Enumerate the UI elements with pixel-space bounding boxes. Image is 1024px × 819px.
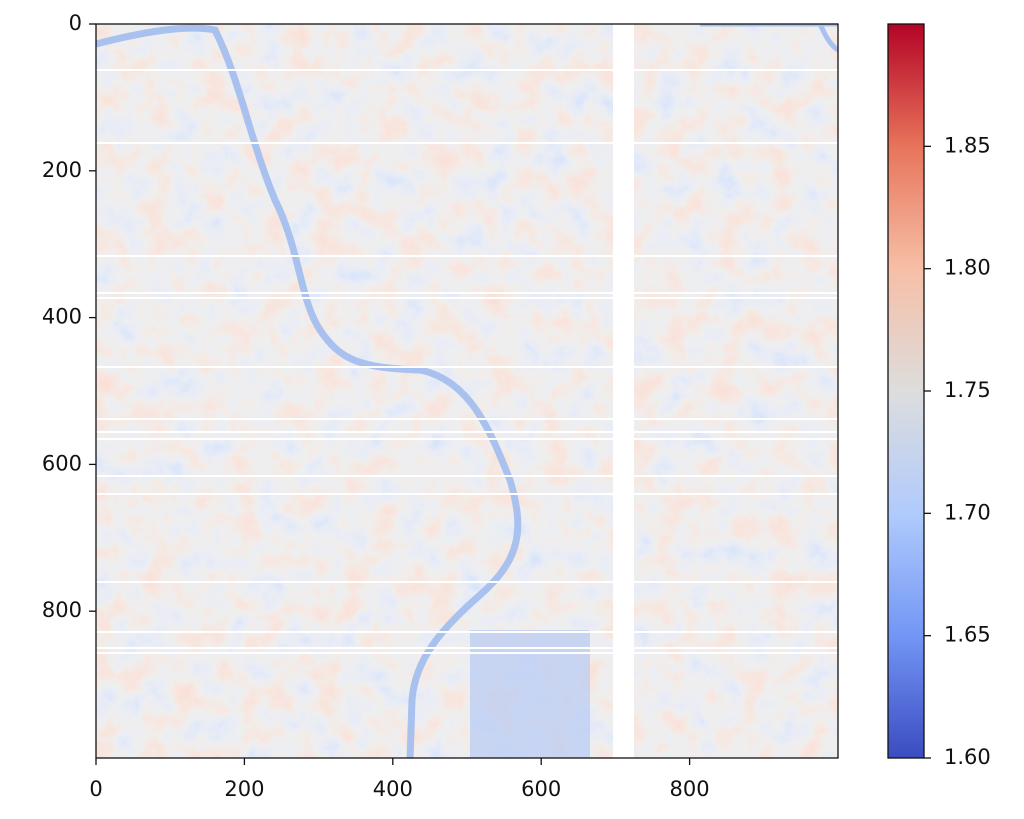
y-tick-label: 400 (42, 305, 82, 329)
colorbar-tick-label: 1.70 (944, 500, 991, 524)
x-tick-label: 400 (373, 777, 413, 801)
colorbar-tick-label: 1.60 (944, 745, 991, 769)
colorbar-tick-label: 1.75 (944, 378, 991, 402)
y-tick-label: 600 (42, 451, 82, 475)
y-tick-label: 0 (69, 11, 82, 35)
colorbar-tick-label: 1.85 (944, 133, 991, 157)
y-tick-label: 800 (42, 598, 82, 622)
x-tick-label: 200 (224, 777, 264, 801)
colorbar-tick-label: 1.65 (944, 623, 991, 647)
x-tick-label: 600 (521, 777, 561, 801)
image-texture (96, 24, 838, 758)
x-tick-label: 0 (89, 777, 102, 801)
y-tick-label: 200 (42, 158, 82, 182)
x-tick-label: 800 (670, 777, 710, 801)
plot-frame (95, 23, 839, 759)
heatmap-image (96, 24, 838, 758)
missing-columns (613, 24, 634, 758)
river (96, 24, 522, 758)
colorbar-tick-label: 1.80 (944, 256, 991, 280)
urban-area (470, 630, 590, 758)
river-branch (700, 24, 838, 53)
missing-rows (96, 69, 838, 654)
colorbar (887, 23, 925, 759)
